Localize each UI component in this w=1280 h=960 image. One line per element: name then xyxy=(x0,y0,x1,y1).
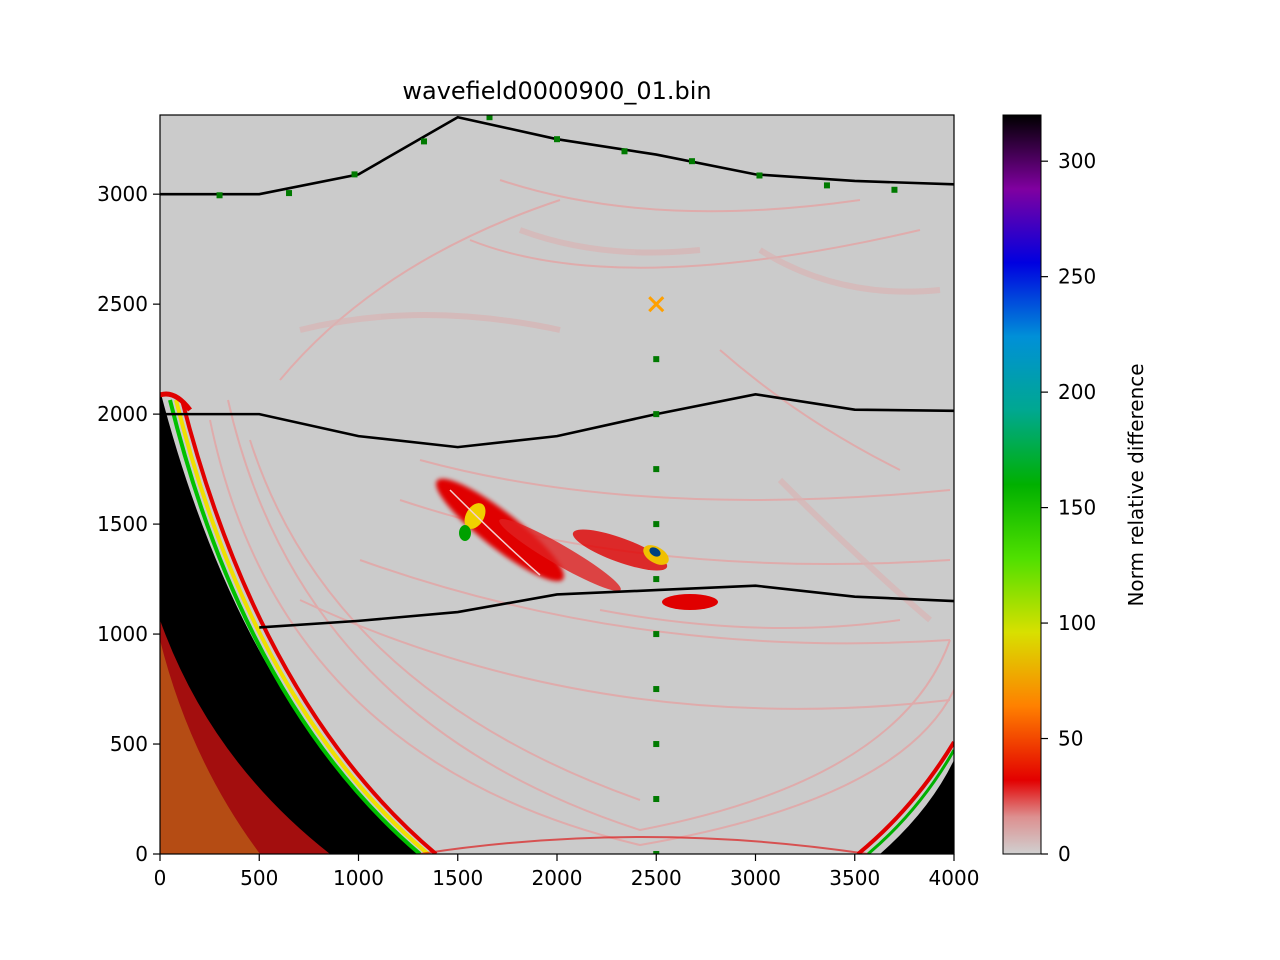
x-tick-label: 500 xyxy=(240,866,278,890)
y-tick-label: 500 xyxy=(110,732,148,756)
receiver-point xyxy=(351,171,358,178)
receiver-point xyxy=(653,796,660,803)
receiver-point xyxy=(688,158,695,165)
wave-arc xyxy=(719,349,901,471)
wavefront-noise-2 xyxy=(160,640,260,854)
wave-arc xyxy=(469,229,921,269)
wavefront-noise xyxy=(160,620,330,854)
x-tick-label: 4000 xyxy=(929,866,980,890)
wave-arc xyxy=(758,247,941,295)
wavefront xyxy=(160,390,954,854)
anomaly-streak xyxy=(572,529,668,571)
x-tick-label: 2000 xyxy=(532,866,583,890)
receiver-point xyxy=(756,172,763,179)
receiver-point xyxy=(554,136,560,143)
receivers xyxy=(216,115,898,854)
anomaly-line xyxy=(449,489,541,576)
plot-area xyxy=(160,115,954,854)
anomaly-hot xyxy=(649,547,661,557)
colorbar-ticks: 0 50 100 150 200 250 300 xyxy=(1041,149,1096,866)
colorbar-tick-label: 250 xyxy=(1058,265,1096,289)
colorbar-tick-label: 300 xyxy=(1058,149,1096,173)
wave-arc xyxy=(359,559,951,645)
wave-arc xyxy=(209,419,954,847)
receiver-point xyxy=(653,356,660,363)
wave-arc xyxy=(599,609,901,629)
receiver-point xyxy=(653,631,660,638)
wave-arc xyxy=(499,179,861,213)
receiver-point xyxy=(421,138,428,145)
receiver-point xyxy=(486,115,493,121)
y-axis: 0 500 1000 1500 2000 2500 3000 xyxy=(97,182,160,866)
x-tick-label: 3000 xyxy=(730,866,781,890)
anomaly-streak xyxy=(662,594,718,610)
receiver-point xyxy=(286,190,293,197)
receiver-point xyxy=(216,192,223,199)
y-tick-label: 0 xyxy=(135,842,148,866)
receiver-point xyxy=(653,851,660,854)
colorbar-tick-label: 50 xyxy=(1058,727,1083,751)
wavefront-right-edge-red xyxy=(856,740,954,854)
wavefront-black xyxy=(160,390,420,854)
wave-arc xyxy=(299,312,561,333)
wavefront-right-black xyxy=(880,760,954,854)
interface-line-3 xyxy=(259,584,954,629)
colorbar: 0 50 100 150 200 250 300 Norm relative differe… xyxy=(1002,114,1148,866)
wave-arc xyxy=(227,399,951,832)
anomaly xyxy=(435,478,718,610)
wave-arc xyxy=(279,199,561,381)
receiver-point xyxy=(653,466,660,473)
colorbar-tick-label: 200 xyxy=(1058,380,1096,404)
receiver-point xyxy=(891,186,898,193)
y-tick-label: 1500 xyxy=(97,512,148,536)
wavefront-right-edge xyxy=(867,749,954,854)
receiver-point xyxy=(621,148,628,155)
colorbar-gradient xyxy=(1002,114,1042,855)
wave-arc xyxy=(249,439,641,801)
x-tick-label: 1500 xyxy=(432,866,483,890)
colorbar-tick-label: 100 xyxy=(1058,611,1096,635)
receiver-point xyxy=(653,741,660,748)
anomaly-streak xyxy=(435,478,565,582)
wavefront-top-cap xyxy=(160,391,192,412)
wave-arc xyxy=(299,599,951,710)
x-tick-label: 1000 xyxy=(333,866,384,890)
colorbar-tick-label: 0 xyxy=(1058,842,1071,866)
wave-arc xyxy=(777,477,932,623)
y-tick-label: 2500 xyxy=(97,292,148,316)
y-tick-label: 2000 xyxy=(97,402,148,426)
receiver-point xyxy=(653,521,660,528)
x-tick-label: 2500 xyxy=(631,866,682,890)
anomaly-hot xyxy=(459,525,471,541)
wavefront-bottom-arc xyxy=(419,836,869,854)
receiver-point xyxy=(823,182,830,189)
colorbar-tick-label: 150 xyxy=(1058,496,1096,520)
wavefront-edge-red xyxy=(180,399,438,854)
wave-arc xyxy=(518,227,701,256)
chart-title: wavefield0000900_01.bin xyxy=(402,77,711,105)
wavefront-edge-green xyxy=(168,399,422,854)
x-tick-label: 3500 xyxy=(829,866,880,890)
source-point xyxy=(648,296,665,313)
wave-artifacts xyxy=(209,179,954,847)
x-axis: 0 500 1000 1500 2000 2500 3000 3500 4000 xyxy=(154,854,980,890)
y-tick-label: 3000 xyxy=(97,182,148,206)
interface-line-2 xyxy=(160,393,954,449)
x-tick-label: 0 xyxy=(154,866,167,890)
colorbar-label: Norm relative difference xyxy=(1124,363,1148,606)
source-marker xyxy=(648,296,665,313)
receiver-point xyxy=(653,411,660,418)
y-tick-label: 1000 xyxy=(97,622,148,646)
wavefront-edge-yellow xyxy=(174,399,430,854)
anomaly-streak xyxy=(499,518,621,592)
receiver-point xyxy=(653,686,660,693)
wave-arc xyxy=(419,459,951,501)
receiver-point xyxy=(653,576,660,583)
wave-artifacts-light xyxy=(299,227,941,623)
